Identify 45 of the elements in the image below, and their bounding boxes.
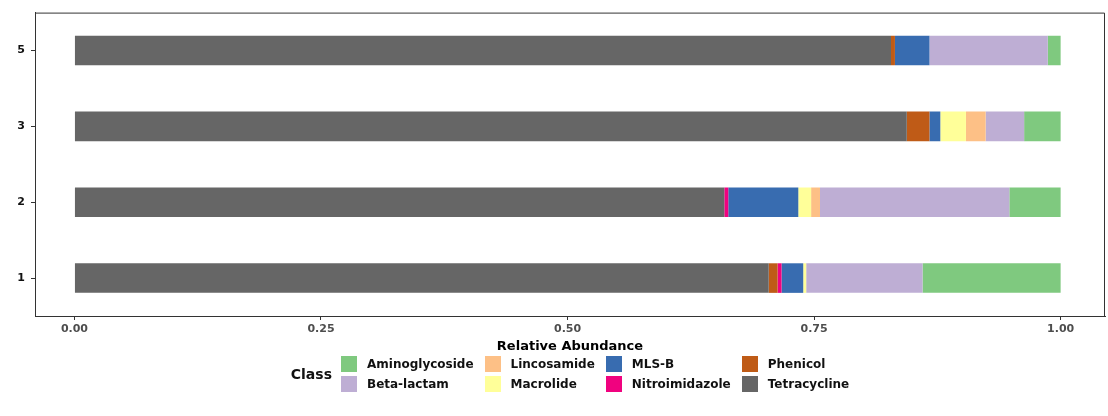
- x-tick-label: 0.25: [307, 322, 335, 336]
- legend-label: MLS-B: [631, 357, 675, 371]
- bar: [74, 263, 769, 293]
- y-tick-label: 2: [17, 195, 25, 209]
- bar: [965, 111, 986, 142]
- bar: [1024, 111, 1061, 142]
- bar: [891, 35, 895, 66]
- legend-label: Lincosamide: [510, 357, 595, 371]
- x-tick-label: 0.50: [553, 322, 582, 336]
- bar: [728, 187, 799, 218]
- bar: [74, 35, 891, 66]
- bar: [803, 263, 807, 293]
- legend-label: Beta-lactam: [366, 377, 449, 391]
- bar: [806, 263, 923, 293]
- bar: [724, 187, 729, 218]
- x-tick-label: 1.00: [1047, 322, 1075, 336]
- bar: [894, 35, 930, 66]
- bar: [74, 187, 725, 218]
- y-tick-label: 3: [17, 119, 25, 133]
- legend-label: Phenicol: [767, 357, 826, 371]
- bar: [1009, 187, 1061, 218]
- x-tick-label: 0.00: [60, 322, 89, 336]
- bar: [781, 263, 804, 293]
- bar: [985, 111, 1025, 142]
- bar: [929, 35, 1048, 66]
- bar: [811, 187, 820, 218]
- y-tick-label: 5: [17, 43, 25, 57]
- x-axis-title: Relative Abundance: [496, 337, 644, 353]
- bar: [798, 187, 812, 218]
- x-tick-label: 0.75: [800, 322, 828, 336]
- bar: [922, 263, 1061, 293]
- bar: [820, 187, 1010, 218]
- bar: [929, 111, 941, 142]
- y-tick-label: 1: [17, 270, 25, 284]
- bar: [940, 111, 966, 142]
- bar: [906, 111, 930, 142]
- legend-title: Class: [290, 366, 332, 382]
- bar: [74, 111, 907, 142]
- bar: [768, 263, 778, 293]
- legend-label: Tetracycline: [767, 377, 850, 391]
- bar: [777, 263, 782, 293]
- legend-label: Aminoglycoside: [366, 357, 474, 371]
- legend-label: Nitroimidazole: [631, 377, 731, 391]
- legend-label: Macrolide: [510, 377, 577, 391]
- bar: [1047, 35, 1061, 66]
